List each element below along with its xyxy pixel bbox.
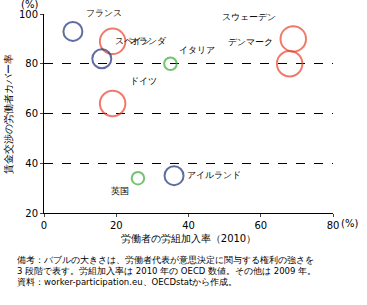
svg-text:デンマーク: デンマーク (228, 37, 273, 47)
svg-text:スウェーデン: スウェーデン (222, 12, 276, 22)
svg-text:英国: 英国 (111, 186, 129, 196)
svg-text:労働者の労組加入率（2010）: 労働者の労組加入率（2010） (121, 233, 256, 244)
svg-text:(%): (%) (21, 0, 38, 10)
svg-text:100: 100 (19, 9, 38, 20)
svg-text:アイルランド: アイルランド (187, 170, 241, 180)
svg-text:20: 20 (110, 220, 123, 231)
svg-text:20: 20 (25, 208, 38, 219)
svg-text:(%): (%) (341, 218, 358, 229)
svg-text:イタリア: イタリア (179, 45, 215, 55)
svg-text:賃金交渉の労働者カバー率: 賃金交渉の労働者カバー率 (3, 54, 14, 174)
svg-text:40: 40 (182, 220, 195, 231)
svg-text:オランダ: オランダ (130, 36, 167, 46)
svg-text:60: 60 (25, 108, 38, 119)
svg-text:40: 40 (25, 158, 38, 169)
svg-text:フランス: フランス (86, 8, 122, 18)
svg-text:80: 80 (327, 220, 340, 231)
svg-text:備考：バブルの大きさは、労働者代表が意思決定に関与する権利の: 備考：バブルの大きさは、労働者代表が意思決定に関与する権利の強さを3 段階で表す… (17, 255, 316, 287)
svg-text:ドイツ: ドイツ (130, 76, 157, 86)
svg-text:80: 80 (25, 58, 38, 69)
svg-text:0: 0 (41, 220, 47, 231)
svg-text:スペイン: スペイン (115, 36, 151, 46)
svg-text:60: 60 (254, 220, 267, 231)
